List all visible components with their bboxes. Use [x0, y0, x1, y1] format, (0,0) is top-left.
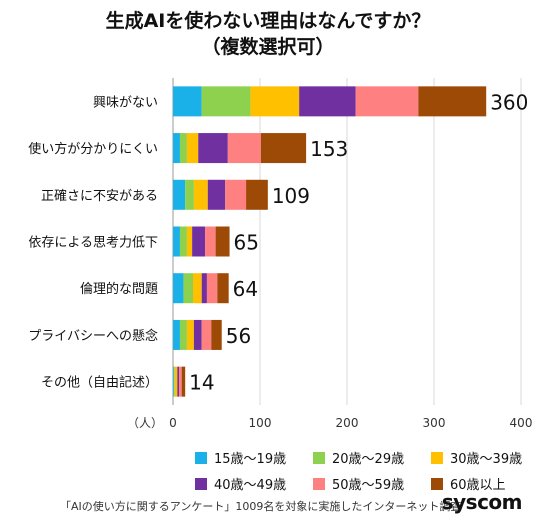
legend-swatch: [313, 451, 325, 464]
bar-segment: [193, 179, 208, 210]
legend-label: 20歳〜29歳: [332, 452, 405, 467]
bar-segment: [215, 226, 230, 257]
legend-item: 60歳以上: [431, 474, 530, 493]
bar-segment: [179, 133, 187, 164]
bar-segment: [173, 86, 202, 117]
bar-segment: [173, 366, 175, 397]
bar-chart: 興味がない使い方が分かりにくい正確さに不安がある依存による思考力低下倫理的な問題…: [28, 78, 532, 430]
category-label: 使い方が分かりにくい: [28, 141, 158, 157]
bar-segment: [193, 319, 202, 350]
bar-segment: [192, 226, 206, 257]
bar-segment: [173, 133, 180, 164]
x-tick-label: 200: [336, 416, 359, 430]
chart-title: 生成AIを使わない理由はなんですか？: [105, 10, 431, 32]
bar-segment: [225, 179, 247, 210]
x-axis-unit-label: （人）: [127, 416, 163, 430]
legend-item: 50歳〜59歳: [313, 474, 431, 493]
legend-label: 30歳〜39歳: [450, 452, 523, 467]
total-value-label: 153: [310, 137, 348, 161]
bar-segment: [193, 273, 202, 304]
legend-swatch: [195, 451, 207, 464]
total-value-label: 360: [490, 90, 528, 114]
brand-logo: syscom: [441, 490, 523, 514]
total-value-label: 14: [189, 371, 214, 395]
bar-segment: [179, 226, 187, 257]
bar-segment: [181, 366, 186, 397]
footnote: 「AIの使い方に関するアンケート」1009名を対象に実施したインターネット調査: [60, 500, 462, 513]
total-value-label: 65: [234, 231, 259, 255]
x-tick-label: 100: [249, 416, 272, 430]
bar-segment: [260, 133, 307, 164]
bar-segment: [198, 133, 228, 164]
total-value-label: 64: [233, 277, 258, 301]
legend-swatch: [195, 477, 207, 490]
legend-label: 50歳〜59歳: [332, 478, 405, 493]
bar-segment: [206, 273, 218, 304]
x-tick-label: 300: [423, 416, 446, 430]
bar-segment: [186, 133, 199, 164]
legend-item: 40歳〜49歳: [195, 474, 313, 493]
bar-segment: [173, 273, 184, 304]
total-value-label: 56: [226, 324, 251, 348]
legend-item: 20歳〜29歳: [313, 448, 431, 467]
legend-label: 40歳〜49歳: [214, 478, 287, 493]
bar-segment: [186, 319, 194, 350]
bar-segment: [207, 179, 226, 210]
legend-label: 15歳〜19歳: [214, 452, 287, 467]
bar-segment: [246, 179, 268, 210]
x-axis-ticks: 0 100 200 300 400: [169, 416, 532, 430]
x-tick-label: 400: [510, 416, 533, 430]
legend-swatch: [313, 477, 325, 490]
legend-label: 60歳以上: [450, 478, 506, 493]
category-label: 興味がない: [93, 95, 158, 110]
bar-segment: [227, 133, 261, 164]
legend-item: 15歳〜19歳: [195, 448, 313, 467]
bar-segment: [211, 319, 222, 350]
bars: [173, 86, 487, 397]
category-label: 正確さに不安がある: [41, 188, 158, 204]
bar-segment: [179, 366, 182, 397]
total-value-label: 109: [272, 184, 310, 208]
category-label: その他（自由記述）: [41, 375, 158, 391]
category-labels: 興味がない使い方が分かりにくい正確さに不安がある依存による思考力低下倫理的な問題…: [28, 95, 158, 390]
bar-segment: [185, 179, 194, 210]
bar-segment: [201, 273, 207, 304]
bar-segment: [250, 86, 300, 117]
x-tick-label: 0: [169, 416, 177, 430]
legend-swatch: [431, 477, 443, 490]
bar-segment: [174, 366, 178, 397]
bar-segment: [173, 366, 174, 397]
bar-segment: [217, 273, 229, 304]
legend-item: 30歳〜39歳: [431, 448, 530, 467]
category-label: 依存による思考力低下: [28, 236, 158, 251]
bar-segment: [205, 226, 216, 257]
bar-segment: [355, 86, 419, 117]
bar-segment: [201, 319, 212, 350]
legend: 15歳〜19歳 20歳〜29歳 30歳〜39歳 40歳〜49歳 50歳〜59歳 60歳以上: [195, 448, 530, 493]
bar-segment: [173, 226, 180, 257]
legend-swatch: [431, 451, 443, 464]
bar-segment: [299, 86, 356, 117]
category-label: 倫理的な問題: [80, 281, 158, 297]
bar-segment: [418, 86, 487, 117]
bar-segment: [186, 226, 193, 257]
bar-segment: [177, 366, 180, 397]
bar-segment: [179, 319, 187, 350]
bar-segment: [183, 273, 194, 304]
category-label: プライバシーへの懸念: [28, 328, 158, 344]
chart-subtitle: （複数選択可）: [201, 36, 335, 58]
bar-segment: [173, 179, 186, 210]
bar-segment: [173, 319, 180, 350]
bar-segment: [201, 86, 251, 117]
